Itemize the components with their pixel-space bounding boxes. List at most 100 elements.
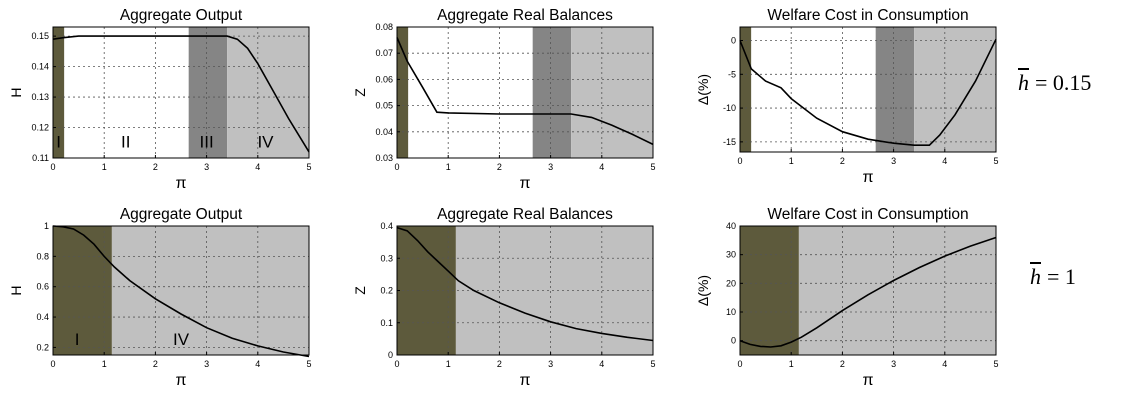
chart-title: Aggregate Output xyxy=(120,206,243,223)
y-tick-label: 1 xyxy=(44,221,49,231)
series-line xyxy=(396,226,654,342)
chart-title: Welfare Cost in Consumption xyxy=(767,206,968,223)
h-bar-symbol: h xyxy=(1018,70,1029,95)
x-tick-label: 2 xyxy=(497,162,502,172)
y-tick-label: 0.11 xyxy=(32,153,49,163)
y-axis-label: Δ(%) xyxy=(695,74,711,105)
y-tick-label: 0.08 xyxy=(375,22,393,32)
y-tick-label: 0.8 xyxy=(36,251,49,261)
h-bar-value: = 0.15 xyxy=(1035,70,1092,95)
chart-panel-2: 0 1 2 3 4 5 0.03 0.04 0.05 0.06 0.07 0.08 Aggregate … xyxy=(352,7,656,192)
plot-frame xyxy=(739,225,997,356)
x-tick-label: 3 xyxy=(204,162,209,172)
y-tick-label: 0.4 xyxy=(36,312,49,322)
series-line xyxy=(739,236,997,348)
region-band xyxy=(751,27,876,152)
region-band xyxy=(740,27,752,152)
chart-panel-3: 0 1 2 3 4 5 -15 -10 -5 0 Welfare Cost in Consumpti… xyxy=(695,7,999,186)
grid xyxy=(53,226,309,355)
plot-frame xyxy=(52,225,310,356)
y-tick-label: 0.2 xyxy=(36,342,49,352)
h-bar-symbol: h xyxy=(1030,264,1041,289)
x-tick-label: 4 xyxy=(599,359,604,369)
x-tick-label: 2 xyxy=(153,162,158,172)
grid xyxy=(397,226,653,355)
y-tick-label: 0 xyxy=(388,350,393,360)
chart-panel-1: 0 1 2 3 4 50.110.120.130.140.15I II III IVAggreg… xyxy=(8,7,312,192)
x-tick-label: 1 xyxy=(789,156,794,166)
region-band xyxy=(532,27,572,158)
region-band xyxy=(740,226,799,355)
x-tick-label: 2 xyxy=(840,156,845,166)
region-label: II xyxy=(121,132,130,151)
chart-title: Welfare Cost in Consumption xyxy=(767,7,968,24)
y-tick-label: 0.13 xyxy=(31,92,49,102)
x-tick-label: 0 xyxy=(50,359,55,369)
chart-title: Aggregate Real Balances xyxy=(437,7,613,24)
series-line xyxy=(52,35,310,153)
y-tick-label: 0.05 xyxy=(375,101,393,111)
plot-frame xyxy=(396,26,654,159)
grid xyxy=(53,27,309,158)
x-tick-label: 4 xyxy=(255,162,260,172)
x-tick-label: 5 xyxy=(306,359,311,369)
x-tick-label: 5 xyxy=(650,162,655,172)
h-bar-value: = 1 xyxy=(1047,264,1076,289)
x-axis-label: π xyxy=(519,372,530,389)
region-label: I xyxy=(75,330,80,349)
y-tick-label: 30 xyxy=(726,250,736,260)
x-tick-label: 2 xyxy=(497,359,502,369)
y-tick-label: 0.03 xyxy=(375,153,393,163)
y-tick-label: 0.3 xyxy=(380,253,393,263)
x-tick-label: 5 xyxy=(993,359,998,369)
x-tick-label: 1 xyxy=(446,162,451,172)
x-tick-label: 1 xyxy=(789,359,794,369)
chart-title: Aggregate Real Balances xyxy=(437,206,613,223)
y-tick-label: 0.4 xyxy=(380,221,393,231)
y-tick-label: -5 xyxy=(728,69,736,79)
series-line xyxy=(739,38,997,146)
plot-frame xyxy=(52,26,310,159)
region-band xyxy=(914,27,996,152)
y-axis-label: Z xyxy=(352,286,368,295)
chart-panel-6: 0 1 2 3 4 5 0 10 20 30 40 Welfare Cost in Consumpti… xyxy=(695,206,999,389)
y-tick-label: 0.14 xyxy=(31,62,49,72)
x-tick-label: 4 xyxy=(942,359,947,369)
x-axis-label: π xyxy=(862,169,873,186)
grid xyxy=(740,27,996,152)
x-tick-label: 3 xyxy=(891,156,896,166)
y-tick-label: -10 xyxy=(723,103,736,113)
chart-title: Aggregate Output xyxy=(120,7,243,24)
y-axis-label: H xyxy=(8,285,24,295)
y-tick-label: 0.1 xyxy=(380,318,393,328)
grid xyxy=(740,226,996,355)
h-bar-annotation-top: h = 0.15 xyxy=(1018,70,1091,96)
region-band xyxy=(227,27,309,158)
y-tick-label: 0.6 xyxy=(36,282,49,292)
region-label: I xyxy=(56,132,61,151)
chart-panel-4: 0 1 2 3 4 5 0.2 0.4 0.6 0.8 1 I IV Aggregate Output π H xyxy=(8,206,312,389)
x-tick-label: 3 xyxy=(548,359,553,369)
x-tick-label: 2 xyxy=(840,359,845,369)
y-tick-label: 0.2 xyxy=(380,286,393,296)
h-bar-annotation-bottom: h = 1 xyxy=(1030,264,1076,290)
region-band xyxy=(571,27,653,158)
y-axis-label: Δ(%) xyxy=(695,275,711,306)
x-tick-label: 1 xyxy=(102,359,107,369)
y-tick-label: 0.12 xyxy=(31,123,49,133)
x-tick-label: 3 xyxy=(204,359,209,369)
x-tick-label: 2 xyxy=(153,359,158,369)
region-band xyxy=(397,27,409,158)
y-tick-label: 0.15 xyxy=(31,31,49,41)
y-tick-label: 10 xyxy=(726,307,736,317)
y-axis-label: Z xyxy=(352,88,368,97)
x-tick-label: 1 xyxy=(102,162,107,172)
x-tick-label: 3 xyxy=(891,359,896,369)
series-line xyxy=(396,37,654,146)
x-tick-label: 0 xyxy=(394,359,399,369)
y-tick-label: 0 xyxy=(731,36,736,46)
x-tick-label: 0 xyxy=(737,156,742,166)
x-axis-label: π xyxy=(862,372,873,389)
y-tick-label: 20 xyxy=(726,278,736,288)
